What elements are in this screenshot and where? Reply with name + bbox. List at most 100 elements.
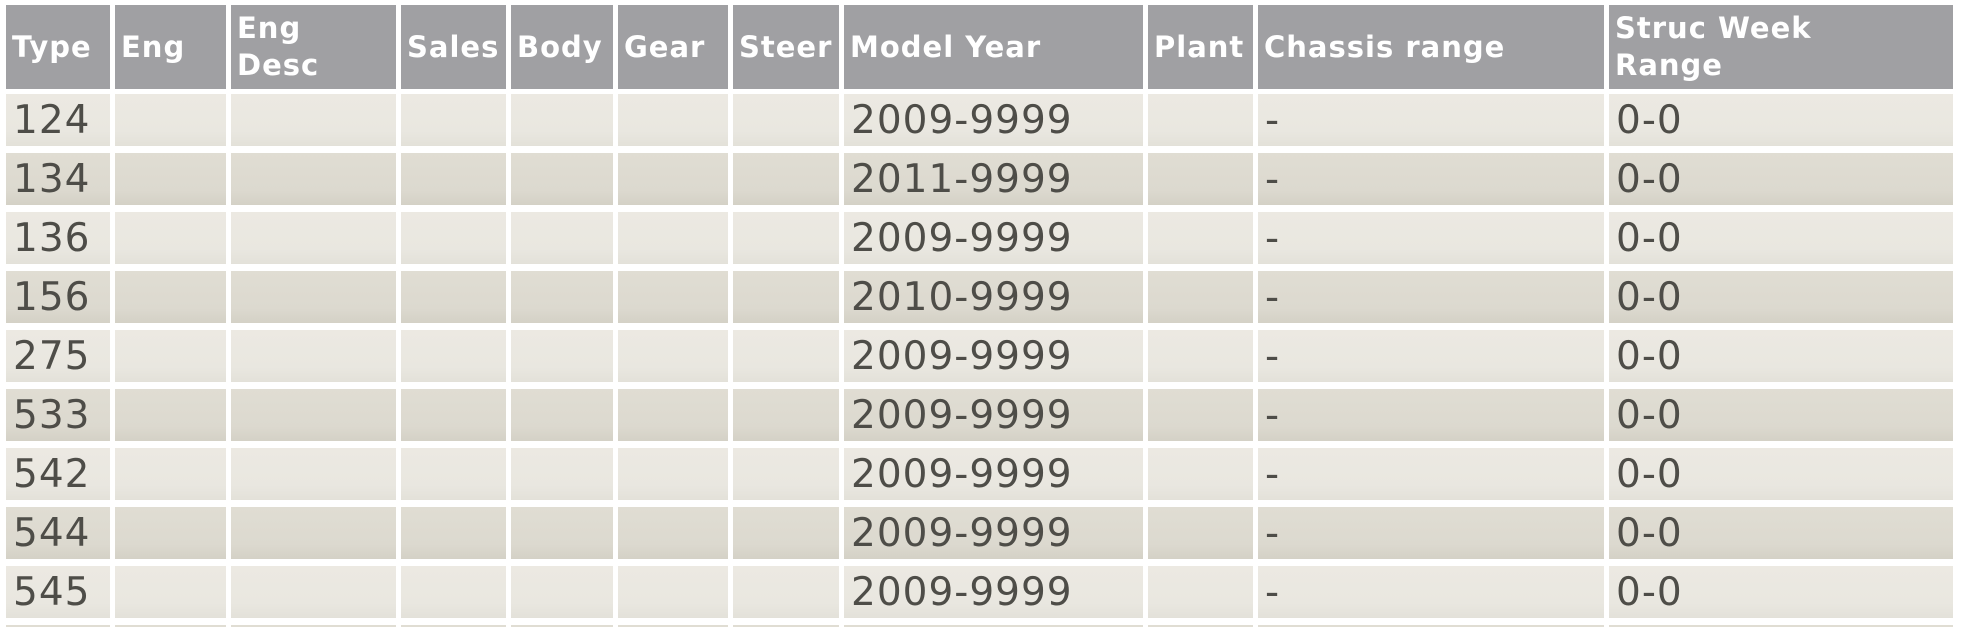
cell-plant — [1148, 212, 1253, 264]
cell-plant — [1148, 330, 1253, 382]
column-header-struc-week-range: Struc Week Range — [1609, 5, 1953, 89]
cell-sales — [401, 212, 506, 264]
cell-steer — [733, 507, 839, 559]
cell-chassis-range: - — [1258, 330, 1604, 382]
cell-sales — [401, 271, 506, 323]
column-header-steer: Steer — [733, 5, 839, 89]
cell-eng-desc — [231, 271, 396, 323]
cell-gear — [618, 330, 728, 382]
cell-type: 136 — [6, 212, 110, 264]
cell-model-year: 2010-9999 — [844, 271, 1143, 323]
table-row-partial[interactable] — [6, 625, 1953, 627]
cell-type — [6, 625, 110, 627]
cell-steer — [733, 330, 839, 382]
cell-plant — [1148, 94, 1253, 146]
cell-model-year: 2009-9999 — [844, 330, 1143, 382]
cell-eng — [115, 448, 226, 500]
header-row: Type Eng Eng Desc Sales Body Gear Steer Model Y… — [6, 5, 1953, 89]
cell-struc-week-range: 0-0 — [1609, 271, 1953, 323]
cell-plant — [1148, 153, 1253, 205]
table-row-545[interactable]: 545 2009-9999 -0-0 — [6, 566, 1953, 618]
cell-model-year: 2009-9999 — [844, 389, 1143, 441]
table-row-134[interactable]: 134 2011-9999 -0-0 — [6, 153, 1953, 205]
cell-type: 542 — [6, 448, 110, 500]
cell-eng — [115, 330, 226, 382]
cell-gear — [618, 566, 728, 618]
cell-plant — [1148, 389, 1253, 441]
column-header-model-year: Model Year — [844, 5, 1143, 89]
cell-gear — [618, 153, 728, 205]
column-header-chassis-range: Chassis range — [1258, 5, 1604, 89]
cell-chassis-range: - — [1258, 566, 1604, 618]
table-row-533[interactable]: 533 2009-9999 -0-0 — [6, 389, 1953, 441]
cell-sales — [401, 625, 506, 627]
cell-plant — [1148, 625, 1253, 627]
column-header-type: Type — [6, 5, 110, 89]
cell-eng — [115, 566, 226, 618]
cell-chassis-range: - — [1258, 448, 1604, 500]
table-row-542[interactable]: 542 2009-9999 -0-0 — [6, 448, 1953, 500]
cell-struc-week-range: 0-0 — [1609, 212, 1953, 264]
cell-struc-week-range: 0-0 — [1609, 566, 1953, 618]
cell-steer — [733, 271, 839, 323]
cell-gear — [618, 448, 728, 500]
cell-type: 156 — [6, 271, 110, 323]
cell-sales — [401, 94, 506, 146]
cell-body — [511, 153, 613, 205]
cell-eng-desc — [231, 566, 396, 618]
cell-model-year: 2009-9999 — [844, 507, 1143, 559]
table-row-275[interactable]: 275 2009-9999 -0-0 — [6, 330, 1953, 382]
table-row-124[interactable]: 124 2009-9999 -0-0 — [6, 94, 1953, 146]
cell-struc-week-range: 0-0 — [1609, 507, 1953, 559]
cell-model-year: 2009-9999 — [844, 566, 1143, 618]
cell-eng — [115, 94, 226, 146]
cell-struc-week-range: 0-0 — [1609, 330, 1953, 382]
cell-steer — [733, 153, 839, 205]
cell-plant — [1148, 448, 1253, 500]
cell-struc-week-range: 0-0 — [1609, 389, 1953, 441]
column-header-plant: Plant — [1148, 5, 1253, 89]
cell-chassis-range: - — [1258, 94, 1604, 146]
cell-eng-desc — [231, 448, 396, 500]
table-row-136[interactable]: 136 2009-9999 -0-0 — [6, 212, 1953, 264]
cell-sales — [401, 153, 506, 205]
cell-gear — [618, 507, 728, 559]
cell-body — [511, 507, 613, 559]
cell-gear — [618, 94, 728, 146]
cell-steer — [733, 212, 839, 264]
cell-gear — [618, 389, 728, 441]
cell-gear — [618, 625, 728, 627]
cell-sales — [401, 330, 506, 382]
cell-eng-desc — [231, 507, 396, 559]
table-row-156[interactable]: 156 2010-9999 -0-0 — [6, 271, 1953, 323]
cell-eng — [115, 507, 226, 559]
cell-chassis-range: - — [1258, 153, 1604, 205]
cell-gear — [618, 212, 728, 264]
cell-plant — [1148, 507, 1253, 559]
table-row-544[interactable]: 544 2009-9999 -0-0 — [6, 507, 1953, 559]
cell-model-year — [844, 625, 1143, 627]
cell-steer — [733, 448, 839, 500]
cell-body — [511, 389, 613, 441]
cell-chassis-range — [1258, 625, 1604, 627]
cell-plant — [1148, 271, 1253, 323]
cell-model-year: 2009-9999 — [844, 212, 1143, 264]
column-header-gear: Gear — [618, 5, 728, 89]
cell-model-year: 2009-9999 — [844, 448, 1143, 500]
cell-body — [511, 330, 613, 382]
cell-eng-desc — [231, 94, 396, 146]
cell-sales — [401, 448, 506, 500]
column-header-sales: Sales — [401, 5, 506, 89]
cell-type: 533 — [6, 389, 110, 441]
cell-eng-desc — [231, 389, 396, 441]
cell-body — [511, 625, 613, 627]
cell-eng-desc — [231, 625, 396, 627]
cell-struc-week-range — [1609, 625, 1953, 627]
vehicle-profile-table: Type Eng Eng Desc Sales Body Gear Steer Model Y… — [6, 5, 1953, 627]
cell-struc-week-range: 0-0 — [1609, 94, 1953, 146]
cell-type: 275 — [6, 330, 110, 382]
cell-type: 545 — [6, 566, 110, 618]
cell-sales — [401, 566, 506, 618]
cell-sales — [401, 507, 506, 559]
